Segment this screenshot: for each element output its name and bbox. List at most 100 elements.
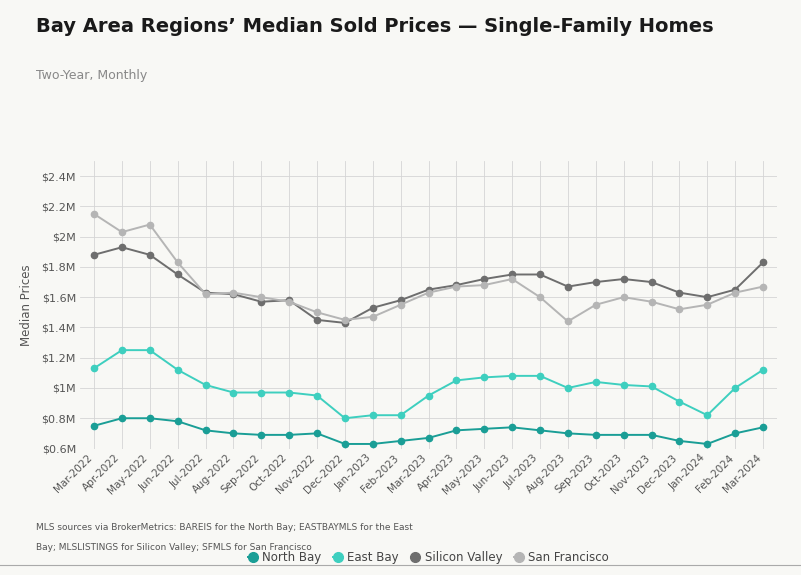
North Bay [591, 431, 601, 438]
San Francisco [731, 289, 740, 296]
Silicon Valley [646, 279, 656, 286]
East Bay [368, 412, 377, 419]
Silicon Valley [591, 279, 601, 286]
East Bay [145, 347, 155, 354]
Silicon Valley [228, 291, 238, 298]
Silicon Valley [117, 244, 127, 251]
Y-axis label: Median Prices: Median Prices [20, 264, 33, 346]
Silicon Valley [396, 297, 405, 304]
East Bay [340, 415, 350, 421]
San Francisco [759, 283, 768, 290]
San Francisco [702, 301, 712, 308]
San Francisco [228, 289, 238, 296]
Silicon Valley [312, 316, 322, 323]
East Bay [117, 347, 127, 354]
San Francisco [201, 291, 211, 298]
Silicon Valley [368, 304, 377, 311]
San Francisco [284, 298, 294, 305]
San Francisco [424, 289, 433, 296]
East Bay [535, 373, 545, 380]
San Francisco [256, 294, 266, 301]
Silicon Valley [201, 289, 211, 296]
North Bay [173, 418, 183, 425]
San Francisco [340, 316, 350, 323]
Line: San Francisco: San Francisco [91, 211, 767, 324]
Text: Bay; MLSLISTINGS for Silicon Valley; SFMLS for San Francisco: Bay; MLSLISTINGS for Silicon Valley; SFM… [36, 543, 312, 552]
Silicon Valley [284, 297, 294, 304]
San Francisco [117, 229, 127, 236]
San Francisco [145, 221, 155, 228]
East Bay [256, 389, 266, 396]
Legend: North Bay, East Bay, Silicon Valley, San Francisco: North Bay, East Bay, Silicon Valley, San… [244, 546, 614, 569]
San Francisco [507, 275, 517, 282]
Silicon Valley [89, 251, 99, 258]
Text: Two-Year, Monthly: Two-Year, Monthly [36, 69, 147, 82]
North Bay [563, 430, 573, 437]
North Bay [228, 430, 238, 437]
North Bay [759, 424, 768, 431]
East Bay [674, 398, 684, 405]
San Francisco [396, 301, 405, 308]
North Bay [646, 431, 656, 438]
East Bay [702, 412, 712, 419]
Silicon Valley [480, 275, 489, 282]
Silicon Valley [731, 286, 740, 293]
East Bay [646, 383, 656, 390]
Silicon Valley [674, 289, 684, 296]
North Bay [731, 430, 740, 437]
North Bay [201, 427, 211, 434]
East Bay [228, 389, 238, 396]
East Bay [619, 381, 629, 388]
Silicon Valley [173, 271, 183, 278]
Silicon Valley [424, 286, 433, 293]
North Bay [340, 440, 350, 447]
San Francisco [480, 282, 489, 289]
Line: East Bay: East Bay [91, 347, 767, 421]
East Bay [507, 373, 517, 380]
Text: Bay Area Regions’ Median Sold Prices — Single-Family Homes: Bay Area Regions’ Median Sold Prices — S… [36, 17, 714, 36]
San Francisco [619, 294, 629, 301]
North Bay [117, 415, 127, 421]
San Francisco [173, 259, 183, 266]
Line: Silicon Valley: Silicon Valley [91, 244, 767, 326]
North Bay [535, 427, 545, 434]
North Bay [284, 431, 294, 438]
San Francisco [535, 294, 545, 301]
North Bay [396, 438, 405, 444]
North Bay [256, 431, 266, 438]
East Bay [312, 392, 322, 399]
East Bay [759, 366, 768, 373]
North Bay [619, 431, 629, 438]
North Bay [702, 440, 712, 447]
Silicon Valley [535, 271, 545, 278]
Text: MLS sources via BrokerMetrics: BAREIS for the North Bay; EASTBAYMLS for the East: MLS sources via BrokerMetrics: BAREIS fo… [36, 523, 413, 532]
San Francisco [646, 298, 656, 305]
San Francisco [674, 306, 684, 313]
Silicon Valley [702, 294, 712, 301]
North Bay [480, 426, 489, 432]
East Bay [591, 378, 601, 385]
North Bay [452, 427, 461, 434]
San Francisco [591, 301, 601, 308]
East Bay [731, 385, 740, 392]
North Bay [89, 423, 99, 430]
Silicon Valley [507, 271, 517, 278]
Silicon Valley [340, 320, 350, 327]
San Francisco [452, 283, 461, 290]
Line: North Bay: North Bay [91, 415, 767, 447]
East Bay [452, 377, 461, 384]
East Bay [201, 381, 211, 388]
San Francisco [89, 210, 99, 217]
San Francisco [368, 313, 377, 320]
Silicon Valley [759, 259, 768, 266]
North Bay [507, 424, 517, 431]
North Bay [368, 440, 377, 447]
East Bay [480, 374, 489, 381]
East Bay [563, 385, 573, 392]
East Bay [89, 365, 99, 372]
Silicon Valley [256, 298, 266, 305]
Silicon Valley [452, 282, 461, 289]
North Bay [312, 430, 322, 437]
East Bay [173, 366, 183, 373]
San Francisco [563, 318, 573, 325]
